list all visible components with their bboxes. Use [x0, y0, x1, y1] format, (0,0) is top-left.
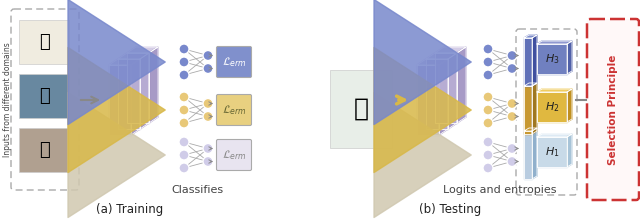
Polygon shape: [524, 131, 532, 179]
Circle shape: [203, 50, 213, 60]
Polygon shape: [532, 35, 537, 86]
Circle shape: [203, 157, 213, 167]
Circle shape: [507, 50, 517, 60]
Polygon shape: [118, 59, 140, 129]
Polygon shape: [127, 47, 158, 53]
Polygon shape: [448, 53, 457, 129]
Polygon shape: [524, 86, 532, 134]
Polygon shape: [457, 47, 466, 123]
Circle shape: [203, 143, 213, 153]
Polygon shape: [537, 44, 567, 74]
Polygon shape: [131, 59, 140, 135]
Circle shape: [483, 92, 493, 102]
Circle shape: [483, 150, 493, 160]
Circle shape: [507, 64, 517, 74]
Circle shape: [179, 70, 189, 80]
Polygon shape: [524, 83, 537, 86]
Circle shape: [507, 157, 517, 167]
Text: $H_3$: $H_3$: [545, 52, 559, 66]
Polygon shape: [537, 92, 567, 122]
Text: Inputs from different domains: Inputs from different domains: [3, 42, 13, 157]
Text: Logits and entropies: Logits and entropies: [444, 185, 557, 195]
Text: $\mathcal{L}_{erm}$: $\mathcal{L}_{erm}$: [221, 148, 246, 162]
Text: $\mathcal{L}_{erm}$: $\mathcal{L}_{erm}$: [221, 55, 246, 69]
Circle shape: [179, 118, 189, 128]
Circle shape: [179, 150, 189, 160]
Circle shape: [507, 99, 517, 109]
Circle shape: [179, 105, 189, 115]
Text: $H_2$: $H_2$: [545, 100, 559, 114]
Circle shape: [179, 163, 189, 173]
Circle shape: [507, 112, 517, 122]
FancyBboxPatch shape: [11, 9, 79, 190]
FancyBboxPatch shape: [216, 95, 252, 126]
Polygon shape: [127, 53, 149, 123]
FancyBboxPatch shape: [587, 19, 639, 200]
FancyBboxPatch shape: [330, 70, 392, 148]
Polygon shape: [532, 128, 537, 179]
Polygon shape: [426, 59, 448, 129]
Polygon shape: [524, 35, 537, 38]
Circle shape: [483, 57, 493, 67]
FancyBboxPatch shape: [19, 20, 69, 64]
Text: Classifies: Classifies: [171, 185, 223, 195]
Text: Selection Principle: Selection Principle: [608, 54, 618, 165]
Circle shape: [179, 57, 189, 67]
Text: $\mathcal{L}_{erm}$: $\mathcal{L}_{erm}$: [221, 103, 246, 117]
Circle shape: [483, 105, 493, 115]
Text: $H_1$: $H_1$: [545, 145, 559, 159]
Circle shape: [203, 99, 213, 109]
Polygon shape: [426, 53, 457, 59]
Circle shape: [203, 64, 213, 74]
Polygon shape: [567, 41, 572, 74]
Polygon shape: [109, 59, 140, 65]
Polygon shape: [567, 89, 572, 122]
FancyBboxPatch shape: [216, 47, 252, 78]
Text: 🐕: 🐕: [38, 33, 49, 51]
Polygon shape: [439, 59, 448, 135]
FancyBboxPatch shape: [19, 74, 69, 118]
Polygon shape: [524, 128, 537, 131]
FancyBboxPatch shape: [216, 140, 252, 171]
Polygon shape: [567, 134, 572, 167]
Circle shape: [483, 118, 493, 128]
Polygon shape: [537, 41, 572, 44]
Polygon shape: [524, 38, 532, 86]
Circle shape: [507, 143, 517, 153]
Polygon shape: [537, 134, 572, 137]
Circle shape: [483, 163, 493, 173]
Polygon shape: [435, 53, 457, 123]
Text: 🖼: 🖼: [38, 87, 49, 105]
Polygon shape: [118, 53, 149, 59]
Polygon shape: [140, 53, 149, 129]
Circle shape: [483, 137, 493, 147]
Circle shape: [483, 70, 493, 80]
Circle shape: [483, 44, 493, 54]
Polygon shape: [417, 65, 439, 135]
Text: 🦢: 🦢: [353, 97, 369, 121]
Circle shape: [179, 44, 189, 54]
Polygon shape: [109, 65, 131, 135]
Circle shape: [203, 112, 213, 122]
FancyBboxPatch shape: [19, 128, 69, 172]
Polygon shape: [149, 47, 158, 123]
Polygon shape: [532, 83, 537, 134]
Text: (b) Testing: (b) Testing: [419, 204, 481, 217]
Circle shape: [179, 137, 189, 147]
Polygon shape: [537, 137, 567, 167]
Text: 🐩: 🐩: [38, 141, 49, 159]
Circle shape: [179, 92, 189, 102]
Text: (a) Training: (a) Training: [97, 204, 164, 217]
Polygon shape: [537, 89, 572, 92]
Polygon shape: [417, 59, 448, 65]
Polygon shape: [435, 47, 466, 53]
